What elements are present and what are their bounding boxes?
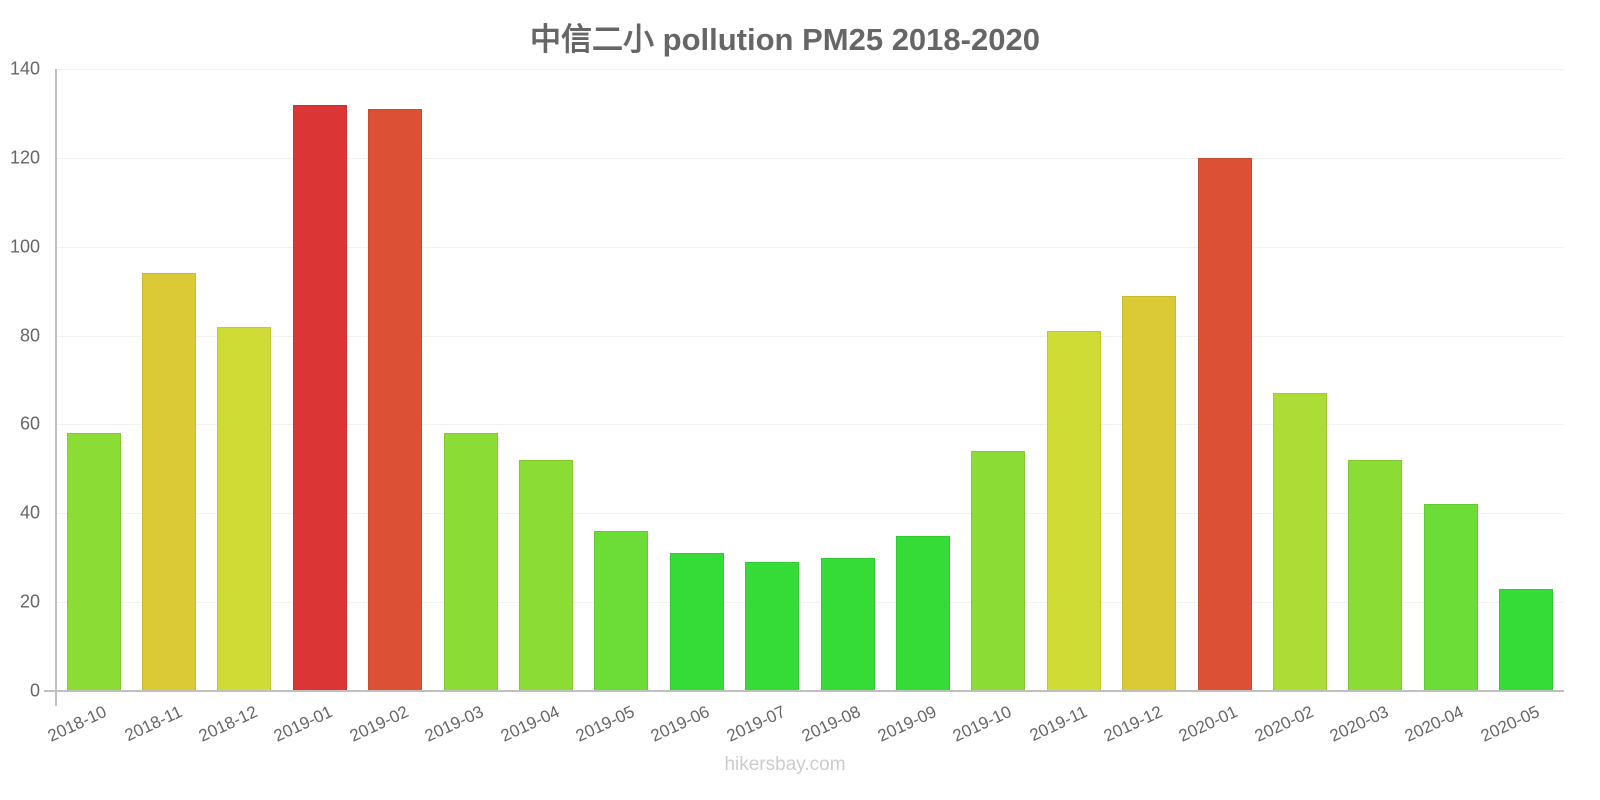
bar-2019-06[interactable] xyxy=(669,553,724,691)
bar-2019-01[interactable] xyxy=(292,104,347,691)
bar-2019-04[interactable] xyxy=(518,459,573,691)
bar-2019-02[interactable] xyxy=(368,108,423,691)
x-tick-label: 2019-10 xyxy=(949,702,1015,746)
gridline xyxy=(56,157,1564,159)
gridline xyxy=(56,246,1564,248)
bar-2019-08[interactable] xyxy=(820,557,875,691)
bar-2019-10[interactable] xyxy=(971,451,1026,691)
x-tick-label: 2018-11 xyxy=(121,702,185,746)
x-tick-label: 2019-09 xyxy=(874,702,939,746)
watermark: hikersbay.com xyxy=(724,754,846,775)
x-tick-label: 2019-08 xyxy=(798,702,864,746)
bar-2020-05[interactable] xyxy=(1499,588,1554,691)
gridline xyxy=(56,424,1564,426)
x-tick-label: 2019-06 xyxy=(648,702,713,746)
bar-2018-11[interactable] xyxy=(141,273,196,691)
bar-2019-05[interactable] xyxy=(594,531,649,691)
gridline xyxy=(56,335,1564,337)
y-tick-label: 80 xyxy=(19,325,40,346)
x-tick-label: 2018-12 xyxy=(195,702,261,746)
bar-2019-07[interactable] xyxy=(745,562,800,691)
y-tick-label: 100 xyxy=(9,236,40,257)
x-tick-label: 2020-05 xyxy=(1477,702,1543,746)
x-tick-label: 2018-10 xyxy=(44,702,110,746)
y-tick-label: 20 xyxy=(19,591,40,612)
gridline xyxy=(56,69,1564,70)
y-axis-line xyxy=(55,69,57,706)
gridline xyxy=(56,602,1564,604)
x-tick-label: 2019-11 xyxy=(1026,702,1090,746)
x-tick-label: 2020-01 xyxy=(1175,702,1241,746)
y-tick-label: 120 xyxy=(9,147,40,168)
bar-2020-04[interactable] xyxy=(1423,504,1478,691)
x-tick-label: 2019-07 xyxy=(723,702,789,746)
x-tick-label: 2020-03 xyxy=(1326,702,1392,746)
y-tick-label: 140 xyxy=(9,58,40,79)
x-axis-line xyxy=(44,690,1564,692)
chart-title: 中信二小 pollution PM25 2018-2020 xyxy=(530,22,1040,57)
x-tick-label: 2020-02 xyxy=(1251,702,1316,746)
bar-2019-12[interactable] xyxy=(1122,295,1177,691)
bar-2018-10[interactable] xyxy=(66,433,121,691)
bar-2020-02[interactable] xyxy=(1272,393,1327,691)
x-tick-label: 2019-12 xyxy=(1100,702,1166,746)
x-tick-label: 2019-05 xyxy=(572,702,638,746)
x-tick-label: 2019-04 xyxy=(497,702,562,746)
bar-2019-09[interactable] xyxy=(895,535,950,691)
x-tick-label: 2019-03 xyxy=(421,702,487,746)
bar-2020-03[interactable] xyxy=(1348,459,1403,691)
bar-2019-03[interactable] xyxy=(443,433,498,691)
x-tick-label: 2019-02 xyxy=(346,702,412,746)
bar-2019-11[interactable] xyxy=(1046,331,1101,691)
y-tick-label: 40 xyxy=(19,502,40,523)
y-tick-label: 0 xyxy=(29,680,40,701)
bar-2018-12[interactable] xyxy=(217,326,272,691)
bar-2020-01[interactable] xyxy=(1197,157,1252,691)
x-tick-label: 2019-01 xyxy=(271,702,336,746)
x-tick-label: 2020-04 xyxy=(1402,702,1467,746)
y-tick-label: 60 xyxy=(19,413,40,434)
gridline xyxy=(56,513,1564,515)
